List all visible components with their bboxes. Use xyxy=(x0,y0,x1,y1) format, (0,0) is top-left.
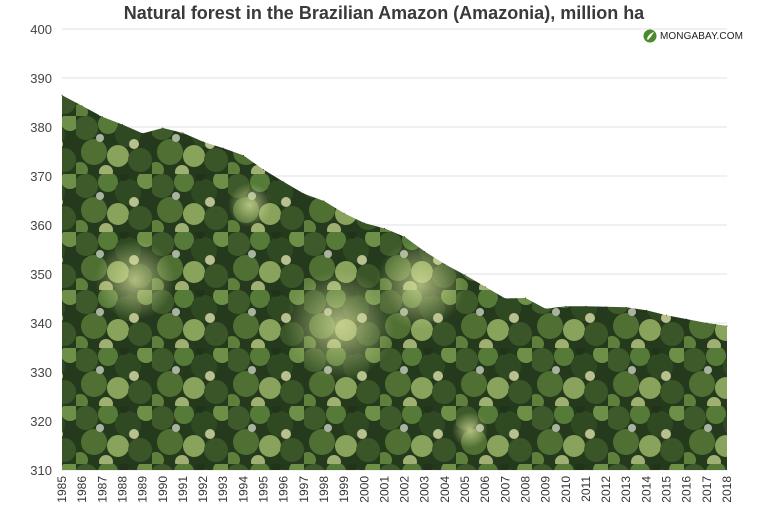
data-point xyxy=(545,308,547,310)
canopy-highlight xyxy=(95,240,175,320)
x-tick-label: 2014 xyxy=(639,476,653,503)
data-point xyxy=(263,169,265,171)
data-point xyxy=(404,236,406,238)
x-tick-label: 1985 xyxy=(55,476,69,503)
data-point xyxy=(464,274,466,276)
x-tick-label: 2004 xyxy=(438,476,452,503)
x-tick-label: 2000 xyxy=(357,476,371,503)
x-tick-label: 2011 xyxy=(579,476,593,502)
x-tick-label: 2018 xyxy=(720,476,734,503)
y-tick-label: 380 xyxy=(30,120,52,135)
data-point xyxy=(444,263,446,265)
x-tick-label: 1998 xyxy=(317,476,331,503)
data-point xyxy=(605,306,607,308)
data-point xyxy=(81,105,83,107)
data-point xyxy=(706,322,708,324)
x-axis: 1985 1986 1987 1988 1989 1990 1991 1992 1993 1994… xyxy=(55,476,734,503)
x-tick-label: 1996 xyxy=(277,476,291,503)
data-point xyxy=(383,227,385,229)
data-point xyxy=(303,193,305,195)
x-tick-label: 1989 xyxy=(136,476,150,503)
data-point xyxy=(363,222,365,224)
x-tick-label: 1986 xyxy=(75,476,89,503)
data-point xyxy=(565,305,567,307)
data-point xyxy=(424,250,426,252)
canopy-highlight xyxy=(452,412,488,448)
canopy-highlight xyxy=(375,240,465,330)
data-point xyxy=(162,127,164,129)
y-tick-label: 330 xyxy=(30,365,52,380)
canopy-highlights xyxy=(95,183,488,448)
data-point xyxy=(666,314,668,316)
data-point xyxy=(323,200,325,202)
x-tick-label: 1995 xyxy=(257,476,271,503)
data-point xyxy=(101,116,103,118)
data-point xyxy=(343,212,345,214)
x-tick-label: 2016 xyxy=(680,476,694,503)
x-tick-label: 2015 xyxy=(660,476,674,503)
data-point xyxy=(222,147,224,149)
mongabay-logo-icon xyxy=(643,29,657,43)
x-tick-label: 2012 xyxy=(599,476,613,503)
x-tick-label: 1988 xyxy=(116,476,130,503)
x-tick-label: 2013 xyxy=(619,476,633,503)
data-point xyxy=(625,306,627,308)
data-point xyxy=(202,141,204,143)
y-tick-label: 310 xyxy=(30,463,52,478)
canopy-highlight xyxy=(285,270,395,380)
data-point xyxy=(645,309,647,311)
data-point xyxy=(686,318,688,320)
x-tick-label: 2005 xyxy=(458,476,472,503)
data-point xyxy=(484,286,486,288)
canopy-highlight xyxy=(228,183,272,227)
x-tick-label: 1997 xyxy=(297,476,311,503)
data-point xyxy=(504,298,506,299)
x-tick-label: 1994 xyxy=(236,476,250,503)
x-tick-label: 1999 xyxy=(337,476,351,503)
data-point xyxy=(142,132,144,134)
x-tick-label: 1990 xyxy=(156,476,170,503)
x-tick-label: 2006 xyxy=(478,476,492,503)
x-tick-label: 2003 xyxy=(418,476,432,503)
data-point xyxy=(585,305,587,307)
data-point xyxy=(182,132,184,134)
x-tick-label: 1992 xyxy=(196,476,210,503)
brand-logo: MONGABAY.COM xyxy=(643,28,743,44)
x-tick-label: 2002 xyxy=(398,476,412,503)
forest-area xyxy=(61,94,728,470)
data-point xyxy=(121,124,123,126)
x-tick-label: 2001 xyxy=(377,476,391,503)
data-point xyxy=(61,94,63,96)
chart-title: Natural forest in the Brazilian Amazon (… xyxy=(123,3,645,23)
y-tick-label: 390 xyxy=(30,71,52,86)
x-tick-label: 2017 xyxy=(700,476,714,503)
x-tick-label: 2009 xyxy=(539,476,553,503)
y-tick-label: 360 xyxy=(30,218,52,233)
x-tick-label: 2010 xyxy=(559,476,573,503)
y-tick-label: 350 xyxy=(30,267,52,282)
x-tick-label: 2008 xyxy=(519,476,533,503)
y-axis: 310 320 330 340 350 360 370 380 390 400 xyxy=(30,22,52,478)
data-point xyxy=(524,297,526,299)
y-tick-label: 400 xyxy=(30,22,52,37)
x-tick-label: 1993 xyxy=(216,476,230,503)
data-point xyxy=(726,325,728,327)
x-tick-label: 1991 xyxy=(176,476,190,503)
y-tick-label: 340 xyxy=(30,316,52,331)
data-point xyxy=(283,181,285,183)
x-tick-label: 2007 xyxy=(498,476,512,503)
data-point xyxy=(242,154,244,156)
brand-label: MONGABAY.COM xyxy=(660,30,744,42)
x-tick-label: 1987 xyxy=(95,476,109,503)
y-tick-label: 370 xyxy=(30,169,52,184)
y-tick-label: 320 xyxy=(30,414,52,429)
